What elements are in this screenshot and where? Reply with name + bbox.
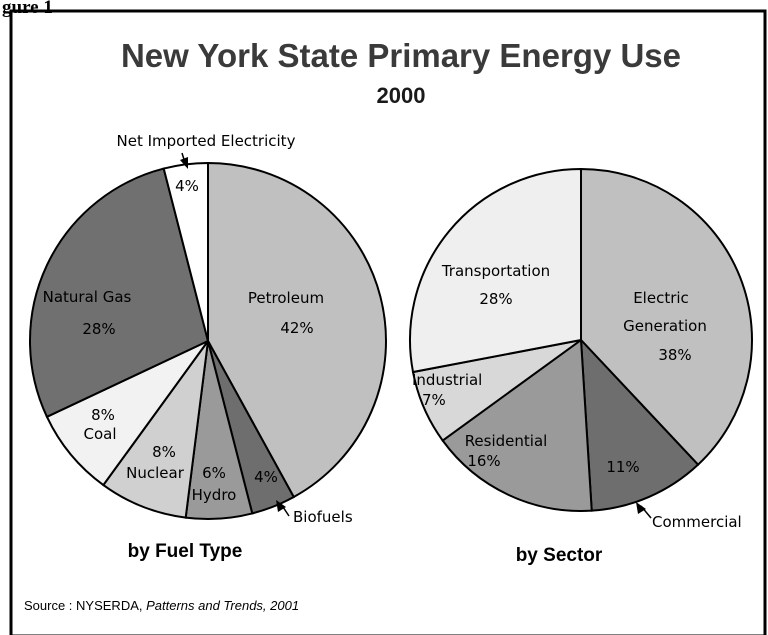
commercial-arrowhead [636, 502, 646, 514]
chart-title: New York State Primary Energy Use [121, 37, 681, 74]
label-residential: Residential [465, 432, 548, 450]
value-residential: 16% [467, 452, 500, 470]
label-petroleum: Petroleum [248, 289, 324, 307]
value-industrial: 7% [422, 391, 446, 409]
value-hydro: 6% [202, 464, 226, 482]
label-industrial: Industrial [412, 371, 482, 389]
label-net-imported: Net Imported Electricity [117, 132, 296, 150]
value-biofuels: 4% [254, 468, 278, 486]
source-prefix: Source : NYSERDA, [24, 598, 146, 613]
slice-commercial [579, 337, 700, 512]
label-transportation: Transportation [441, 262, 550, 280]
sector-pie [409, 167, 753, 512]
slice-nuclear [101, 340, 209, 519]
chart-subtitle: 2000 [377, 83, 426, 108]
value-petroleum: 42% [280, 319, 313, 337]
label-hydro: Hydro [192, 486, 237, 504]
label-coal: Coal [83, 425, 116, 443]
biofuels-arrowhead [276, 500, 286, 512]
value-transportation: 28% [479, 290, 512, 308]
value-commercial: 11% [606, 458, 639, 476]
fuel-type-pie [29, 161, 387, 520]
value-net-imported: 4% [175, 177, 199, 195]
value-electric: 38% [658, 346, 691, 364]
slice-electric-generation [580, 167, 753, 467]
chart-frame [9, 9, 767, 635]
slice-coal [45, 340, 209, 487]
label-natural-gas: Natural Gas [43, 288, 132, 306]
figure-label: gure 1 [2, 0, 53, 18]
value-nuclear: 8% [152, 443, 176, 461]
label-electric-2: Generation [623, 317, 707, 335]
slice-transportation [409, 167, 582, 374]
source-publication: Patterns and Trends, 2001 [146, 598, 299, 613]
label-biofuels: Biofuels [293, 508, 353, 526]
label-electric-1: Electric [633, 289, 689, 307]
label-nuclear: Nuclear [126, 464, 185, 482]
fuel-pie-caption: by Fuel Type [128, 541, 243, 562]
sector-pie-caption: by Sector [516, 545, 603, 566]
label-commercial: Commercial [652, 513, 742, 531]
value-coal: 8% [91, 406, 115, 424]
slice-natural-gas [29, 167, 210, 419]
slice-petroleum [207, 161, 387, 499]
slice-residential [441, 338, 593, 512]
value-natural-gas: 28% [82, 320, 115, 338]
net-imported-arrowhead [180, 157, 188, 169]
source-note: Source : NYSERDA, Patterns and Trends, 2… [24, 598, 299, 613]
